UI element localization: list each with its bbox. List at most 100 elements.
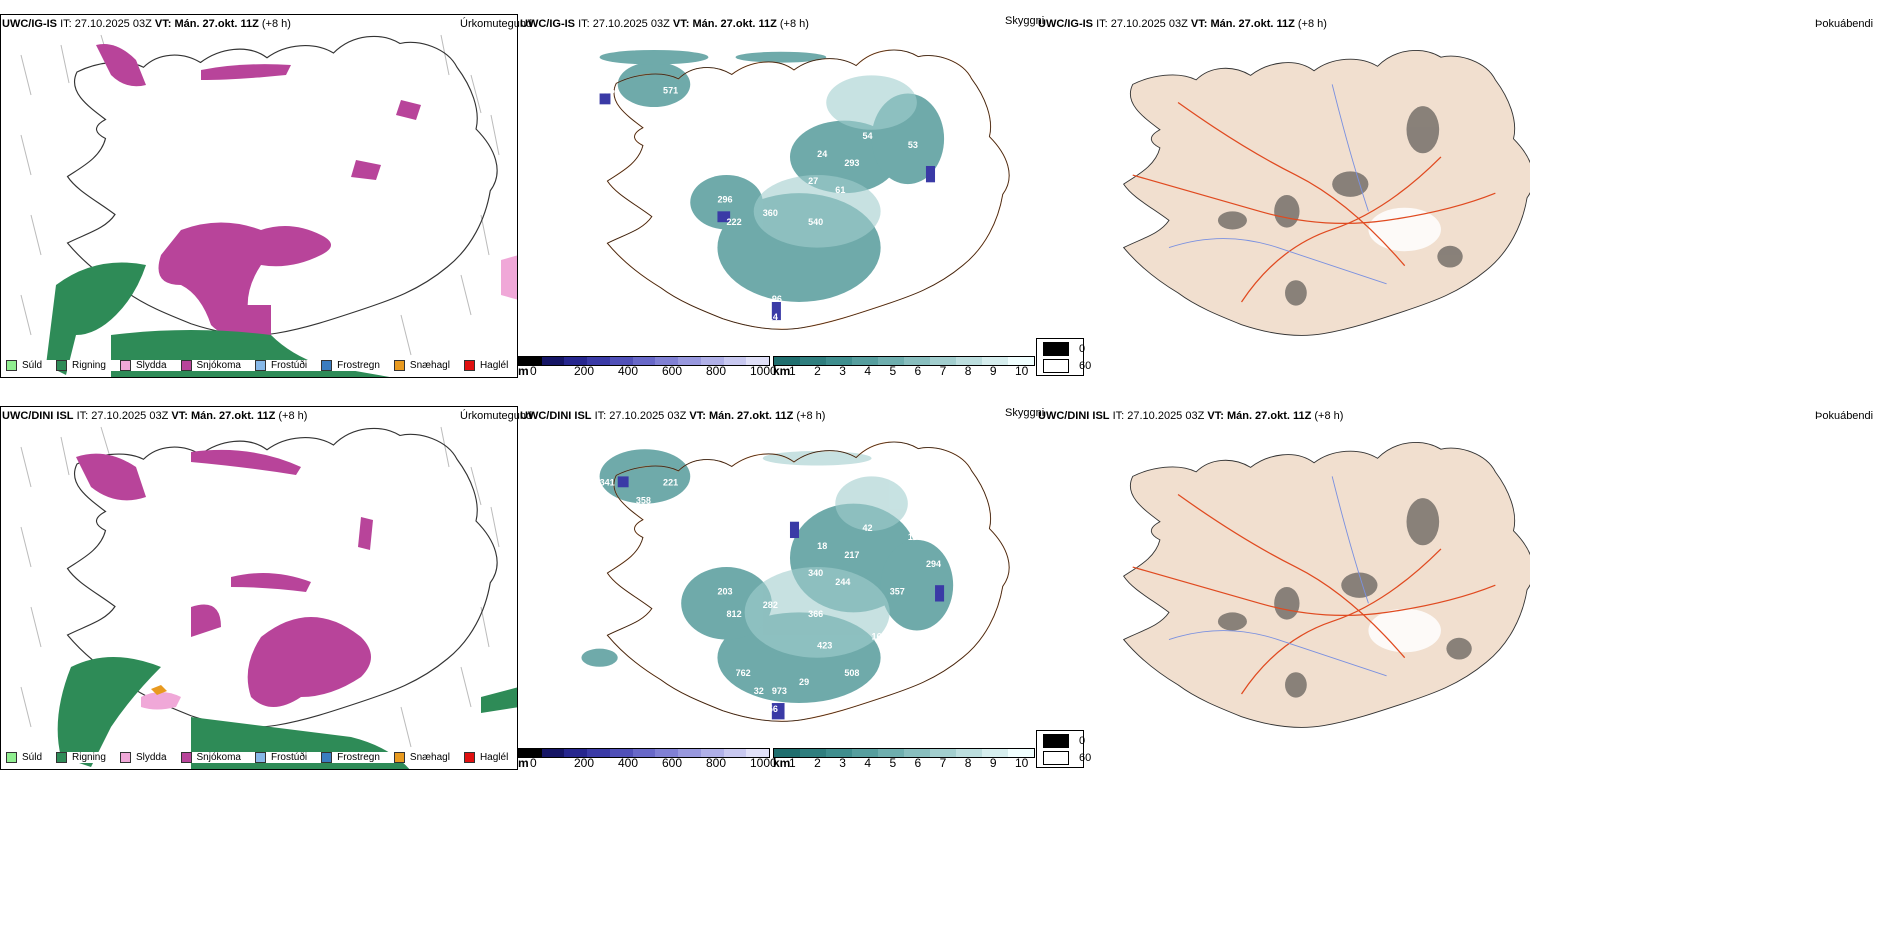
ceiling-value-label: 762 (736, 668, 751, 678)
ceiling-value-label: 186 (600, 85, 615, 95)
ceiling-value-label: 812 (727, 609, 742, 619)
ceiling-value-label: 54 (863, 131, 873, 141)
fog-title: Þokuábendi (1815, 18, 1874, 30)
ceiling-value-label: 20 (772, 559, 782, 569)
legend-swatch (393, 752, 405, 763)
legend-swatch (321, 360, 333, 371)
colorbar-tick-label: 4 (864, 756, 872, 770)
ceiling-value-label: 162 (872, 632, 887, 642)
legend-swatch (463, 360, 475, 371)
colorbar-tick-label: 1 (789, 756, 796, 770)
colorbar-tick-label: 600 (662, 756, 683, 770)
ceiling-value-label: 19 (908, 532, 918, 542)
ceiling-value-label: 540 (808, 217, 823, 227)
ceiling-value-label: 357 (890, 586, 905, 596)
colorbar-segment (519, 357, 542, 365)
legend-item: Frostregn (321, 752, 380, 763)
legend-item: Frostregn (321, 360, 380, 371)
legend-item: Rigning (56, 752, 106, 763)
colorbar-segment (609, 357, 633, 365)
fog-key-top: 0 60 (1036, 338, 1091, 376)
fog-key-swatch (1043, 342, 1069, 356)
legend-item: Snæhagl (393, 752, 450, 763)
colorbar-tick-label: 8 (964, 364, 972, 378)
colorbar-tick-label: 1000 (750, 364, 777, 378)
colorbar-segment (609, 749, 633, 757)
ceiling-value-label: 358 (636, 496, 651, 506)
ceiling-colorbar-bottom: m 0 200 400 600 800 1000 (518, 748, 777, 770)
ceiling-value-label: 42 (863, 523, 873, 533)
colorbar-segment (800, 357, 826, 365)
panel-header-top-right: UWC/IG-IS IT: 27.10.2025 03Z VT: Mán. 27… (1038, 18, 1327, 30)
it-value: 27.10.2025 03Z (74, 18, 152, 30)
panel-header-top-left: UWC/IG-IS IT: 27.10.2025 03Z VT: Mán. 27… (2, 17, 291, 31)
cloud-title: Skyggni (1005, 15, 1045, 27)
precip-type-map-top (0, 14, 518, 378)
legend-swatch (6, 752, 17, 763)
ceiling-value-label: 96 (772, 294, 782, 304)
colorbar-tick-label: 200 (574, 756, 595, 770)
colorbar-segment (587, 357, 610, 365)
colorbar-segment (541, 357, 565, 365)
ceiling-value-label: 436 (935, 514, 950, 524)
precip-map-svg (20, 426, 517, 769)
legend-swatch (6, 360, 17, 371)
ceiling-value-label: 217 (844, 550, 859, 560)
ceiling-value-label: 222 (727, 217, 742, 227)
ceiling-value-label: 296 (717, 194, 732, 204)
ceiling-value-label: 221 (663, 477, 678, 487)
ceiling-colorbar-top: m 0 200 400 600 800 1000 (518, 356, 777, 378)
fog-title: Þokuábendi (1815, 410, 1874, 422)
panel-header-bottom-left: UWC/DINI ISL IT: 27.10.2025 03Z VT: Mán.… (2, 410, 308, 422)
colorbar-segment (1008, 749, 1034, 757)
colorbar-tick-label: 7 (939, 756, 947, 770)
colorbar-tick-label: 400 (618, 756, 639, 770)
legend-item: Súld (6, 360, 42, 371)
ceiling-value-label: 571 (663, 85, 678, 95)
ceiling-value-label: 341 (600, 477, 615, 487)
ceiling-value-label: 366 (808, 609, 823, 619)
colorbar-tick-label: 5 (889, 756, 897, 770)
legend-swatch (180, 360, 192, 371)
colorbar-segment (655, 357, 679, 365)
ceiling-value-label: 18 (817, 541, 827, 551)
legend-item: Frostúði (254, 752, 307, 763)
ceiling-value-label: 294 (926, 559, 941, 569)
precip-map-svg (20, 34, 517, 377)
ceiling-value-label: 293 (844, 158, 859, 168)
fog-key-swatch (1043, 734, 1069, 748)
colorbar-tick-label: 4 (864, 364, 872, 378)
ceiling-value-label: 29 (799, 677, 809, 687)
colorbar-tick-label: 3 (839, 756, 846, 770)
ceiling-value-label: 973 (772, 686, 787, 696)
fog-key-bottom: 0 60 (1036, 730, 1091, 768)
colorbar-tick-label: 9 (989, 756, 997, 770)
ceiling-value-label: 282 (763, 600, 778, 610)
ceiling-value-label: 24 (817, 149, 827, 159)
colorbar-segment (632, 357, 656, 365)
colorbar-segment (1008, 357, 1034, 365)
colorbar-segment (723, 749, 747, 757)
colorbar-tick-label: 6 (914, 756, 922, 770)
colorbar-tick-label: 400 (618, 364, 639, 378)
colorbar-tick-label: 800 (706, 364, 727, 378)
legend-item: Frostúði (254, 360, 307, 371)
legend-swatch (254, 752, 266, 763)
colorbar-tick-label: 2 (814, 364, 821, 378)
colorbar-segment (852, 357, 878, 365)
legend-swatch (180, 752, 192, 763)
colorbar-segment (904, 749, 930, 757)
panel-header-bottom-middle: UWC/DINI ISL IT: 27.10.2025 03Z VT: Mán.… (520, 410, 826, 422)
legend-item: Haglél (463, 752, 508, 763)
colorbar-tick-label: 10 (1015, 364, 1029, 378)
colorbar-segment (878, 749, 904, 757)
legend-swatch (393, 360, 405, 371)
colorbar-tick-label: 0 (530, 364, 537, 378)
cloud-map-bottom: 341 2212020381228234018217422443669737561… (581, 441, 1010, 732)
colorbar-tick-label: 2 (814, 756, 821, 770)
colorbar-segment (519, 749, 542, 757)
fog-key-swatch (1043, 751, 1069, 765)
legend-item: Slydda (119, 360, 167, 371)
ceiling-value-label: 643 (917, 496, 932, 506)
